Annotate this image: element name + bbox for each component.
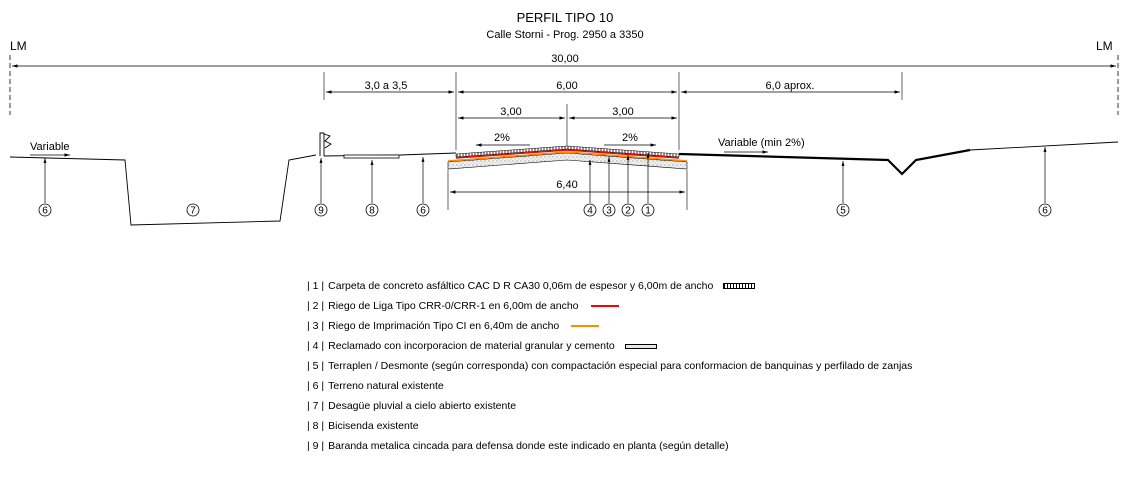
lm-right-label: LM xyxy=(1096,39,1113,53)
legend-text: Terraplen / Desmonte (según corresponda)… xyxy=(328,360,913,372)
legend-number: | 8 | xyxy=(307,420,325,432)
drawing-title: PERFIL TIPO 10 xyxy=(517,10,614,25)
imprimacion-swatch xyxy=(571,325,600,327)
legend-number: | 1 | xyxy=(307,280,325,292)
legend-text: Baranda metalica cincada para defensa do… xyxy=(328,440,729,452)
callout-5: 5 xyxy=(836,203,850,217)
legend-text: Riego de Liga Tipo CRR-0/CRR-1 en 6,00m … xyxy=(328,300,579,312)
legend-text: Reclamado con incorporacion de material … xyxy=(328,340,615,352)
legend-item-8: | 8 | Bicisenda existente xyxy=(307,416,912,436)
legend-number: | 3 | xyxy=(307,320,325,332)
callout-leaders xyxy=(43,147,1047,203)
terrain-right-profile xyxy=(969,141,1119,151)
svg-text:6: 6 xyxy=(42,206,48,217)
callout-3: 3 xyxy=(602,203,616,217)
legend-item-3: | 3 | Riego de Imprimación Tipo CI en 6,… xyxy=(307,316,912,336)
liga-line xyxy=(455,149,680,159)
legend-item-6: | 6 | Terreno natural existente xyxy=(307,376,912,396)
legend-item-2: | 2 | Riego de Liga Tipo CRR-0/CRR-1 en … xyxy=(307,296,912,316)
dim-right-label: 6,0 aprox. xyxy=(766,80,815,92)
callout-1: 1 xyxy=(641,203,655,217)
legend-text: Desagüe pluvial a cielo abierto existent… xyxy=(328,400,517,412)
legend-item-7: | 7 | Desagüe pluvial a cielo abierto ex… xyxy=(307,396,912,416)
banquina-profile xyxy=(678,148,971,176)
svg-text:6: 6 xyxy=(420,206,426,217)
callout-4: 4 xyxy=(583,203,597,217)
legend-item-5: | 5 | Terraplen / Desmonte (según corres… xyxy=(307,356,912,376)
dim-total-label: 30,00 xyxy=(551,53,579,65)
legend: | 1 | Carpeta de concreto asfáltico CAC … xyxy=(307,276,912,456)
legend-number: | 5 | xyxy=(307,360,325,372)
legend-number: | 4 | xyxy=(307,340,325,352)
svg-text:3: 3 xyxy=(606,206,612,217)
legend-item-1: | 1 | Carpeta de concreto asfáltico CAC … xyxy=(307,276,912,296)
reclamado-layer xyxy=(447,152,688,170)
callout-7: 7 xyxy=(186,203,200,217)
dim-half-left-label: 3,00 xyxy=(500,106,521,118)
terrain-left-label: Variable xyxy=(30,141,70,153)
slope-right-label: 2% xyxy=(622,132,638,144)
svg-text:6: 6 xyxy=(1042,206,1048,217)
svg-text:4: 4 xyxy=(587,206,593,217)
liga-swatch xyxy=(590,305,619,307)
carpeta-swatch xyxy=(723,283,756,289)
svg-text:9: 9 xyxy=(318,206,324,217)
terrain-right-label: Variable (min 2%) xyxy=(718,137,805,149)
svg-text:7: 7 xyxy=(190,206,196,217)
legend-text: Riego de Imprimación Tipo CI en 6,40m de… xyxy=(328,320,560,332)
legend-item-4: | 4 | Reclamado con incorporacion de mat… xyxy=(307,336,912,356)
terrain-left-profile xyxy=(9,154,317,226)
dim-half-right-label: 3,00 xyxy=(612,106,633,118)
reclamado-swatch xyxy=(624,343,657,349)
legend-number: | 2 | xyxy=(307,300,325,312)
dim-base-label: 6,40 xyxy=(556,179,577,191)
lm-left-label: LM xyxy=(10,39,27,53)
svg-text:2: 2 xyxy=(625,206,631,217)
legend-text: Bicisenda existente xyxy=(328,420,419,432)
drawing-subtitle: Calle Storni - Prog. 2950 a 3350 xyxy=(486,29,643,41)
callout-6b: 6 xyxy=(416,203,430,217)
dim-bici-label: 3,0 a 3,5 xyxy=(365,80,408,92)
svg-text:8: 8 xyxy=(369,206,375,217)
bicisenda-slab xyxy=(343,154,400,159)
legend-item-9: | 9 | Baranda metalica cincada para defe… xyxy=(307,436,912,456)
legend-number: | 7 | xyxy=(307,400,325,412)
callout-6c: 6 xyxy=(1038,203,1052,217)
legend-text: Carpeta de concreto asfáltico CAC D R CA… xyxy=(328,280,714,292)
legend-number: | 9 | xyxy=(307,440,325,452)
dim-calzada-label: 6,00 xyxy=(556,80,577,92)
callout-2: 2 xyxy=(621,203,635,217)
callout-6a: 6 xyxy=(38,203,52,217)
legend-number: | 6 | xyxy=(307,380,325,392)
callout-9: 9 xyxy=(314,203,328,217)
legend-text: Terreno natural existente xyxy=(328,380,444,392)
imprimacion-line xyxy=(447,151,688,162)
svg-text:5: 5 xyxy=(840,206,846,217)
slope-left-label: 2% xyxy=(494,132,510,144)
baranda-post xyxy=(319,132,332,156)
svg-text:1: 1 xyxy=(645,206,651,217)
callout-8: 8 xyxy=(365,203,379,217)
